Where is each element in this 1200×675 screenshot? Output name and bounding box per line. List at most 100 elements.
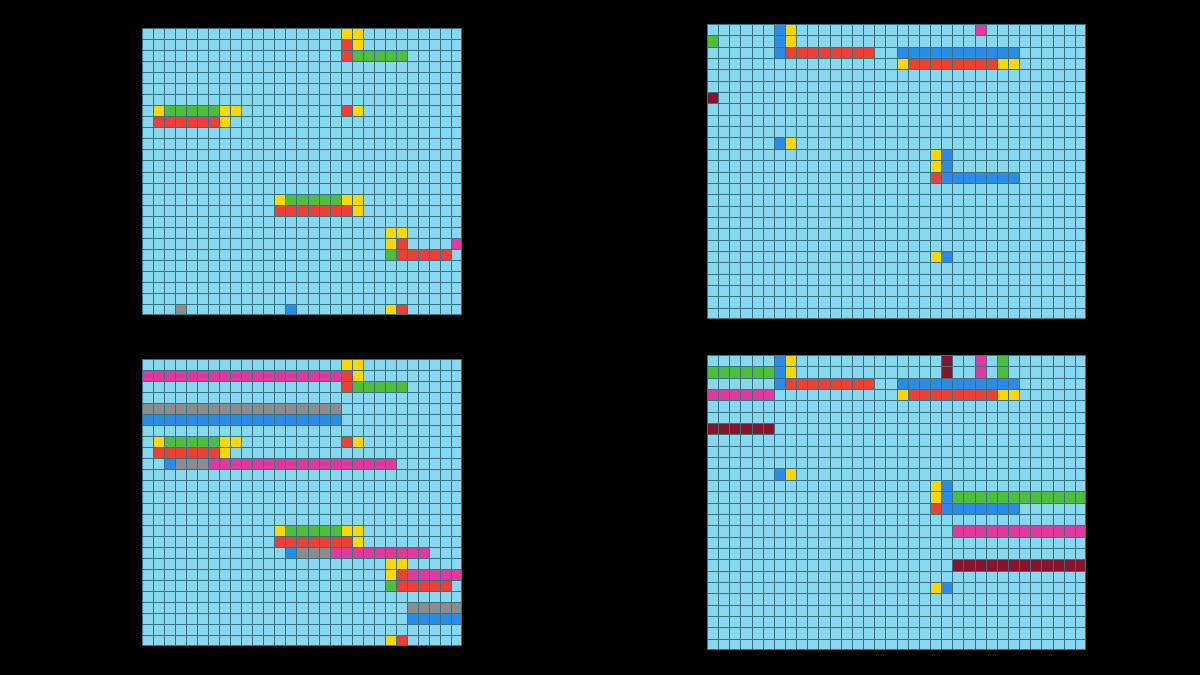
grid-cell: [395, 579, 408, 592]
grid-cell: [406, 546, 419, 559]
grid-cell: [307, 193, 320, 206]
grid-line: [142, 524, 462, 526]
grid-cell: [164, 370, 176, 382]
grid-cell: [796, 46, 808, 59]
grid-cell: [153, 436, 165, 448]
grid-cell: [395, 568, 408, 581]
grid-cell: [241, 403, 253, 415]
grid-cell: [406, 568, 419, 581]
grid-cell: [985, 491, 998, 503]
grid-cell: [351, 535, 364, 548]
grid-cell: [395, 50, 408, 62]
grid-line: [142, 83, 462, 85]
grid-cell: [707, 366, 719, 379]
grid-cell: [851, 46, 864, 59]
grid-cell: [974, 355, 987, 367]
grid-line: [707, 479, 1086, 481]
grid-cell: [175, 105, 187, 117]
grid-cell: [351, 546, 364, 559]
grid-cell: [929, 479, 942, 492]
grid-line: [707, 24, 1086, 25]
grid-cell: [996, 171, 1009, 184]
grid-cell: [340, 370, 353, 382]
grid-cell: [896, 46, 909, 59]
grid-cell: [941, 46, 953, 59]
grid-line: [707, 570, 1086, 572]
grid-line: [707, 58, 1086, 60]
grid-cell: [153, 403, 165, 415]
grid-cell: [963, 171, 976, 184]
grid-line: [142, 226, 462, 228]
grid-line: [707, 273, 1086, 275]
grid-cell: [729, 423, 741, 435]
grid-cell: [384, 237, 397, 250]
grid-cell: [1007, 559, 1020, 572]
grid-line: [142, 469, 462, 471]
grid-cell: [762, 423, 775, 435]
grid-cell: [373, 458, 386, 470]
grid-line: [142, 292, 462, 294]
grid-cell: [428, 612, 441, 625]
grid-cell: [153, 116, 165, 128]
grid-cell: [952, 491, 964, 503]
grid-cell: [318, 403, 331, 415]
grid-line: [142, 116, 462, 118]
grid-cell: [296, 458, 308, 470]
grid-cell: [963, 502, 976, 515]
grid-cell: [1019, 559, 1031, 572]
grid-cell: [718, 423, 730, 435]
grid-line: [142, 645, 462, 646]
grid-cell: [1041, 491, 1054, 503]
grid-cell: [307, 414, 320, 426]
grid-cell: [1074, 525, 1087, 538]
grid-cell: [373, 381, 386, 393]
grid-cell: [208, 414, 220, 426]
grid-cell: [840, 46, 853, 59]
grid-cell: [718, 389, 730, 401]
grid-cell: [974, 24, 987, 36]
grid-cell: [773, 24, 786, 36]
grid-line: [142, 623, 462, 625]
grid-line: [707, 46, 1086, 48]
grid-cell: [1063, 525, 1076, 538]
grid-cell: [340, 359, 353, 371]
grid-cell: [164, 105, 176, 117]
grid-cell: [1007, 171, 1020, 184]
grid-cell: [963, 389, 976, 401]
grid-cell: [197, 370, 209, 382]
grid-cell: [941, 160, 953, 172]
grid-cell: [153, 105, 165, 117]
grid-cell: [439, 612, 452, 625]
grid-cell: [996, 355, 1009, 367]
grid-cell: [941, 581, 953, 594]
grid-cell: [230, 403, 242, 415]
grid-cell: [952, 502, 964, 515]
grid-cell: [751, 366, 764, 379]
grid-cell: [175, 303, 187, 316]
grid-cell: [1052, 559, 1065, 572]
grid-cell: [406, 612, 419, 625]
grid-line: [707, 434, 1086, 436]
grid-cell: [929, 491, 942, 503]
grid-cell: [952, 46, 964, 59]
grid-cell: [285, 546, 297, 559]
grid-line: [142, 612, 462, 614]
grid-line: [707, 525, 1086, 527]
grid-cell: [1074, 559, 1087, 572]
grid-cell: [340, 28, 353, 40]
grid-cell: [153, 447, 165, 459]
grid-line: [142, 414, 462, 416]
grid-line: [142, 447, 462, 449]
grid-cell: [340, 204, 353, 217]
grid-line: [142, 535, 462, 537]
grid-cell: [186, 436, 198, 448]
grid-cell: [751, 389, 764, 401]
grid-cell: [395, 634, 408, 647]
grid-cell: [263, 370, 275, 382]
grid-cell: [929, 160, 942, 172]
grid-cell: [384, 579, 397, 592]
grid-cell: [197, 105, 209, 117]
grid-cell: [952, 559, 964, 572]
grid-cell: [362, 381, 375, 393]
grid-cell: [1052, 491, 1065, 503]
